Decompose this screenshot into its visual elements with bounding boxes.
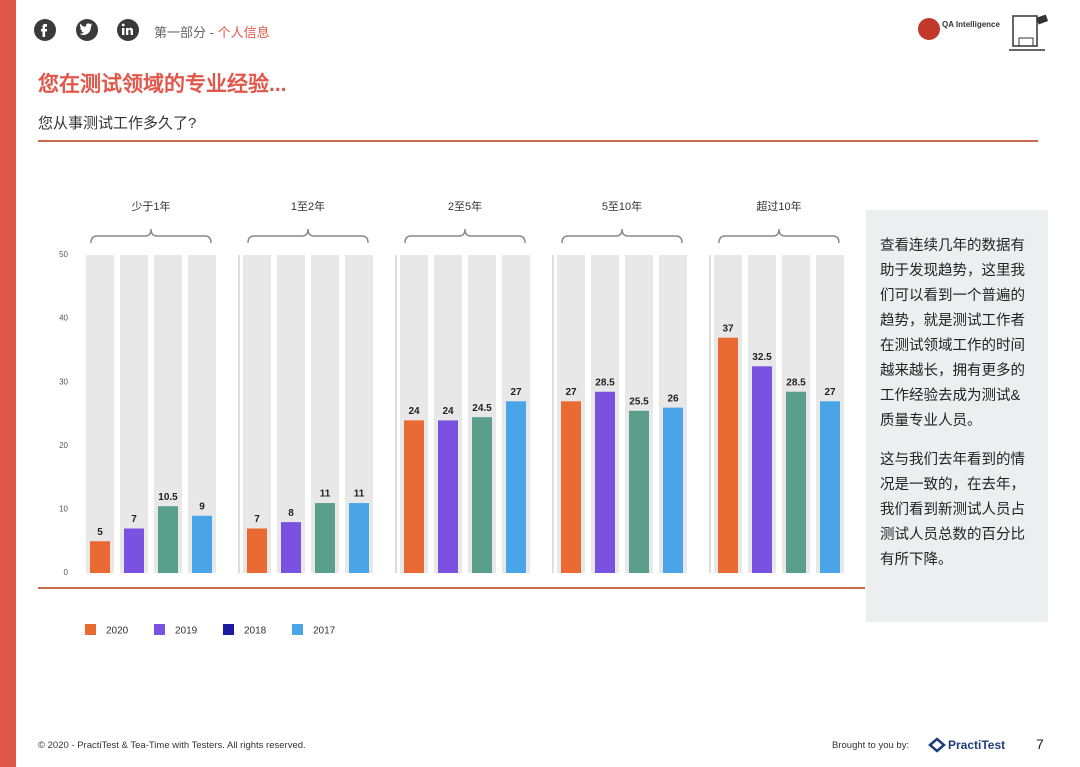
bar xyxy=(158,506,178,573)
value-label: 25.5 xyxy=(629,396,649,407)
value-label: 24.5 xyxy=(472,403,492,414)
legend-swatch xyxy=(223,624,234,635)
value-label: 28.5 xyxy=(595,377,615,388)
section-prefix: 第一部分 - xyxy=(154,25,218,40)
bracket xyxy=(718,228,840,244)
category-label: 超过10年 xyxy=(756,199,801,213)
bar-background xyxy=(243,255,271,573)
bar xyxy=(786,391,806,573)
category-label: 1至2年 xyxy=(291,199,325,213)
y-tick-label: 30 xyxy=(59,377,68,386)
bar xyxy=(718,337,738,573)
bar xyxy=(506,401,526,573)
bracket xyxy=(561,228,683,244)
y-tick-label: 50 xyxy=(59,250,68,259)
brand-mark xyxy=(928,737,946,753)
bar xyxy=(595,391,615,573)
bar xyxy=(349,503,369,573)
bar xyxy=(281,522,301,573)
value-label: 11 xyxy=(320,489,331,500)
brought-by: Brought to you by: xyxy=(832,740,910,751)
social-icons xyxy=(34,19,139,41)
tea-logo xyxy=(1009,14,1049,51)
value-label: 27 xyxy=(510,387,522,398)
bar xyxy=(820,401,840,573)
y-tick-label: 20 xyxy=(59,441,68,450)
value-label: 5 xyxy=(97,527,103,538)
bracket xyxy=(404,228,526,244)
value-label: 37 xyxy=(722,323,734,334)
value-label: 27 xyxy=(824,387,836,398)
bar-background xyxy=(120,255,148,573)
section-label: 第一部分 - 个人信息 xyxy=(154,22,270,41)
bar xyxy=(629,410,649,573)
bar xyxy=(438,420,458,573)
category-label: 5至10年 xyxy=(602,199,642,213)
legend-label: 2019 xyxy=(175,626,198,637)
y-tick-label: 0 xyxy=(64,568,69,577)
bracket xyxy=(247,228,369,244)
value-label: 26 xyxy=(667,393,679,404)
value-label: 7 xyxy=(254,514,260,525)
legend-swatch xyxy=(292,624,303,635)
bar-background xyxy=(277,255,305,573)
bar xyxy=(192,515,212,573)
bar xyxy=(663,407,683,573)
qa-logo-mark xyxy=(918,18,940,40)
bar xyxy=(247,528,267,573)
legend-swatch xyxy=(154,624,165,635)
header-rule xyxy=(38,140,1038,142)
value-label: 9 xyxy=(199,501,205,512)
bracket xyxy=(90,228,212,244)
copyright: © 2020 - PractiTest & Tea-Time with Test… xyxy=(38,740,306,751)
value-label: 24 xyxy=(442,406,454,417)
category-label: 少于1年 xyxy=(131,199,170,213)
page-number: 7 xyxy=(1036,736,1044,752)
brand: PractiTest xyxy=(948,738,1006,752)
value-label: 24 xyxy=(408,406,420,417)
value-label: 28.5 xyxy=(786,377,806,388)
legend-label: 2017 xyxy=(313,626,336,637)
bar xyxy=(90,541,110,573)
side-stripe xyxy=(0,0,16,767)
sidebar-paragraph: 这与我们去年看到的情况是一致的，在去年，我们看到新测试人员占测试人员总数的百分比… xyxy=(880,452,1025,568)
bar xyxy=(404,420,424,573)
subtitle: 您从事测试工作多久了? xyxy=(38,115,197,132)
value-label: 8 xyxy=(288,508,294,519)
category-label: 2至5年 xyxy=(448,199,482,213)
chart: 0 10 20 30 40 50 少于1年 5 7 10.5 9 1至2年 7 8 11 11 2至5年 24 24… xyxy=(38,199,865,637)
value-label: 7 xyxy=(131,514,137,525)
value-label: 27 xyxy=(565,387,577,398)
value-label: 10.5 xyxy=(158,492,178,503)
bar xyxy=(561,401,581,573)
y-tick-label: 40 xyxy=(59,314,68,323)
value-label: 32.5 xyxy=(752,352,772,363)
qa-logo-text: QA Intelligence xyxy=(942,20,1000,29)
bar xyxy=(752,366,772,573)
bar xyxy=(472,417,492,573)
legend-label: 2020 xyxy=(106,626,129,637)
bar xyxy=(315,503,335,573)
section-name: 个人信息 xyxy=(217,25,270,40)
value-label: 11 xyxy=(354,489,365,500)
bar-background xyxy=(86,255,114,573)
legend-swatch xyxy=(85,624,96,635)
sidebar: 查看连续几年的数据有助于发现趋势，这里我们可以看到一个普遍的趋势，就是测试工作者… xyxy=(866,210,1048,622)
sidebar-paragraph: 查看连续几年的数据有助于发现趋势，这里我们可以看到一个普遍的趋势，就是测试工作者… xyxy=(880,238,1025,429)
y-tick-label: 10 xyxy=(59,505,68,514)
legend-label: 2018 xyxy=(244,626,267,637)
bar xyxy=(124,528,144,573)
title: 您在测试领域的专业经验... xyxy=(38,73,287,96)
